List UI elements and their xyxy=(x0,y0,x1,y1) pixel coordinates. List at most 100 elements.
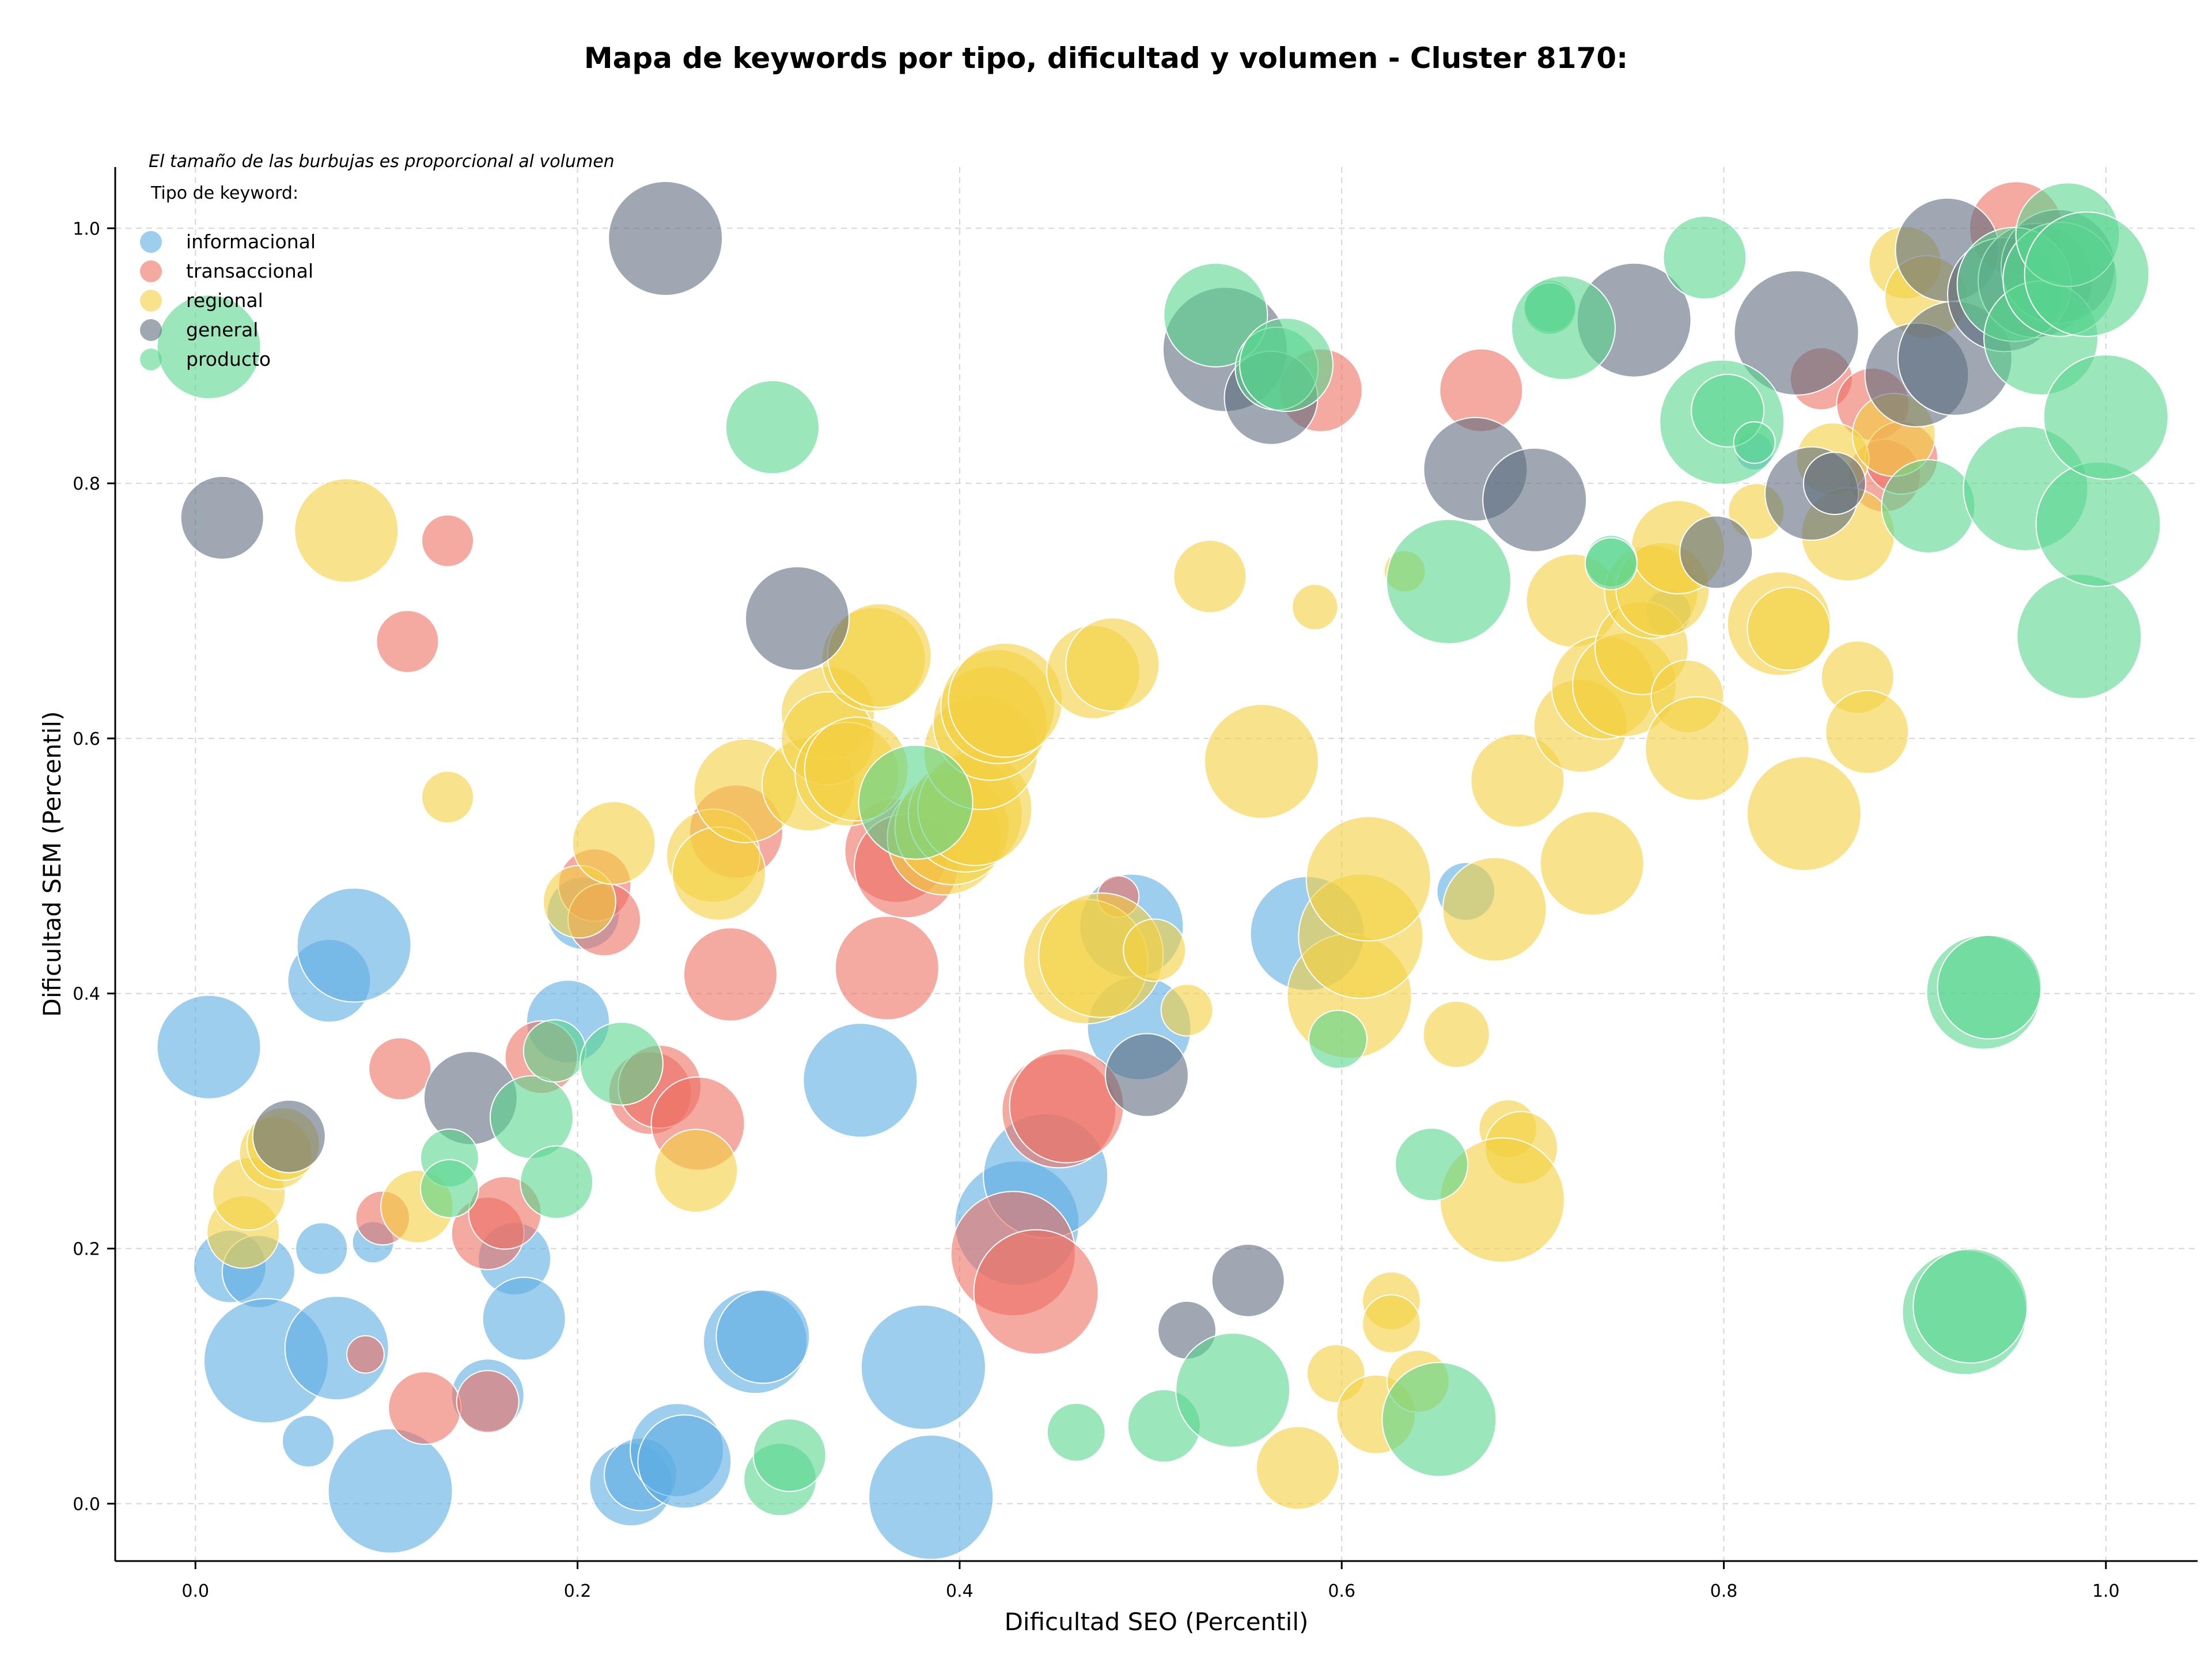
legend-title: Tipo de keyword: xyxy=(150,183,298,203)
data-point xyxy=(284,1295,389,1401)
data-point xyxy=(1175,1332,1291,1448)
data-point xyxy=(1733,270,1859,396)
x-tick-label: 0.6 xyxy=(1328,1581,1355,1601)
data-point xyxy=(1291,584,1339,631)
data-point xyxy=(579,1021,664,1106)
legend-label-producto: producto xyxy=(186,348,271,370)
data-point xyxy=(802,1022,918,1138)
data-point xyxy=(637,1414,732,1509)
legend-marker-general xyxy=(140,319,162,341)
data-point xyxy=(1482,447,1588,552)
data-point xyxy=(1203,703,1319,819)
data-point xyxy=(295,1222,349,1275)
data-point xyxy=(1123,918,1187,982)
y-tick-label: 0.0 xyxy=(73,1494,100,1514)
data-point xyxy=(858,744,974,860)
data-point xyxy=(156,294,262,400)
data-point xyxy=(1747,586,1831,671)
data-point xyxy=(683,927,778,1022)
data-point xyxy=(1539,810,1645,916)
data-point xyxy=(948,642,1063,758)
chart-title: Mapa de keywords por tipo, dificultad y … xyxy=(584,41,1628,75)
data-point xyxy=(2043,354,2169,480)
data-point xyxy=(252,1099,326,1173)
data-point xyxy=(346,1335,385,1374)
data-point xyxy=(1065,617,1160,712)
data-point xyxy=(1584,537,1638,590)
data-point xyxy=(1733,421,1776,464)
data-point xyxy=(294,478,399,584)
data-point xyxy=(520,1145,594,1219)
data-point xyxy=(1442,857,1547,962)
data-point xyxy=(744,566,850,671)
data-point xyxy=(1046,1402,1106,1462)
data-point xyxy=(2024,211,2150,337)
data-point xyxy=(1881,459,1976,554)
data-point xyxy=(1163,262,1268,368)
y-axis-label: Dificultad SEM (Percentil) xyxy=(38,711,66,1017)
data-point xyxy=(973,1229,1099,1355)
data-point xyxy=(571,801,656,885)
legend-label-transaccional: transaccional xyxy=(186,260,313,282)
legend-marker-regional xyxy=(140,290,162,312)
x-tick-label: 0.0 xyxy=(181,1581,209,1601)
y-tick-label: 0.8 xyxy=(73,474,100,494)
data-point xyxy=(1173,539,1247,613)
data-point xyxy=(868,1434,994,1560)
data-point xyxy=(2016,573,2142,699)
data-point xyxy=(1381,1362,1497,1478)
x-tick-label: 0.8 xyxy=(1710,1581,1738,1601)
legend-marker-informacional xyxy=(140,231,162,253)
data-point xyxy=(715,1289,810,1384)
data-point xyxy=(1104,1033,1189,1117)
data-point xyxy=(1395,1127,1469,1202)
data-point xyxy=(608,180,724,296)
data-points xyxy=(156,180,2169,1560)
data-point xyxy=(376,609,440,673)
data-point xyxy=(1825,690,1910,774)
x-tick-label: 0.2 xyxy=(564,1581,592,1601)
data-point xyxy=(522,1019,586,1083)
data-point xyxy=(1255,1426,1340,1510)
data-point xyxy=(327,1428,453,1554)
data-point xyxy=(1308,1010,1368,1069)
x-axis-label: Dificultad SEO (Percentil) xyxy=(1005,1608,1309,1636)
data-point xyxy=(368,1037,432,1101)
legend-marker-producto xyxy=(140,348,162,370)
legend-marker-transaccional xyxy=(140,260,162,282)
y-tick-label: 0.6 xyxy=(73,729,100,749)
data-point xyxy=(725,380,820,475)
y-tick-label: 0.2 xyxy=(73,1240,100,1260)
legend-label-informacional: informacional xyxy=(186,230,316,253)
x-tick-label: 1.0 xyxy=(2092,1581,2120,1601)
data-point xyxy=(180,475,264,560)
data-point xyxy=(482,1276,566,1361)
data-point xyxy=(654,1128,738,1213)
data-point xyxy=(281,1414,335,1468)
legend: El tamaño de las burbujas es proporciona… xyxy=(140,151,615,370)
data-point xyxy=(156,994,262,1100)
data-point xyxy=(2035,461,2161,587)
data-point xyxy=(1239,317,1334,412)
data-point xyxy=(1662,215,1747,300)
data-point xyxy=(1362,1294,1421,1354)
data-point xyxy=(1422,1000,1490,1069)
data-point xyxy=(1937,934,2042,1040)
y-tick-label: 0.4 xyxy=(73,984,100,1005)
series-producto xyxy=(156,182,2169,1517)
data-point xyxy=(1645,696,1750,801)
data-point xyxy=(1160,983,1214,1037)
data-point xyxy=(752,1418,827,1492)
data-point xyxy=(1470,733,1565,828)
data-point xyxy=(1746,756,1862,872)
data-point xyxy=(421,770,475,824)
legend-label-regional: regional xyxy=(186,289,263,312)
data-point xyxy=(1679,515,1753,589)
legend-note: El tamaño de las burbujas es proporciona… xyxy=(149,151,615,172)
data-point xyxy=(860,1304,986,1430)
data-point xyxy=(296,887,412,1003)
data-point xyxy=(388,1371,462,1445)
data-point xyxy=(1305,816,1431,942)
